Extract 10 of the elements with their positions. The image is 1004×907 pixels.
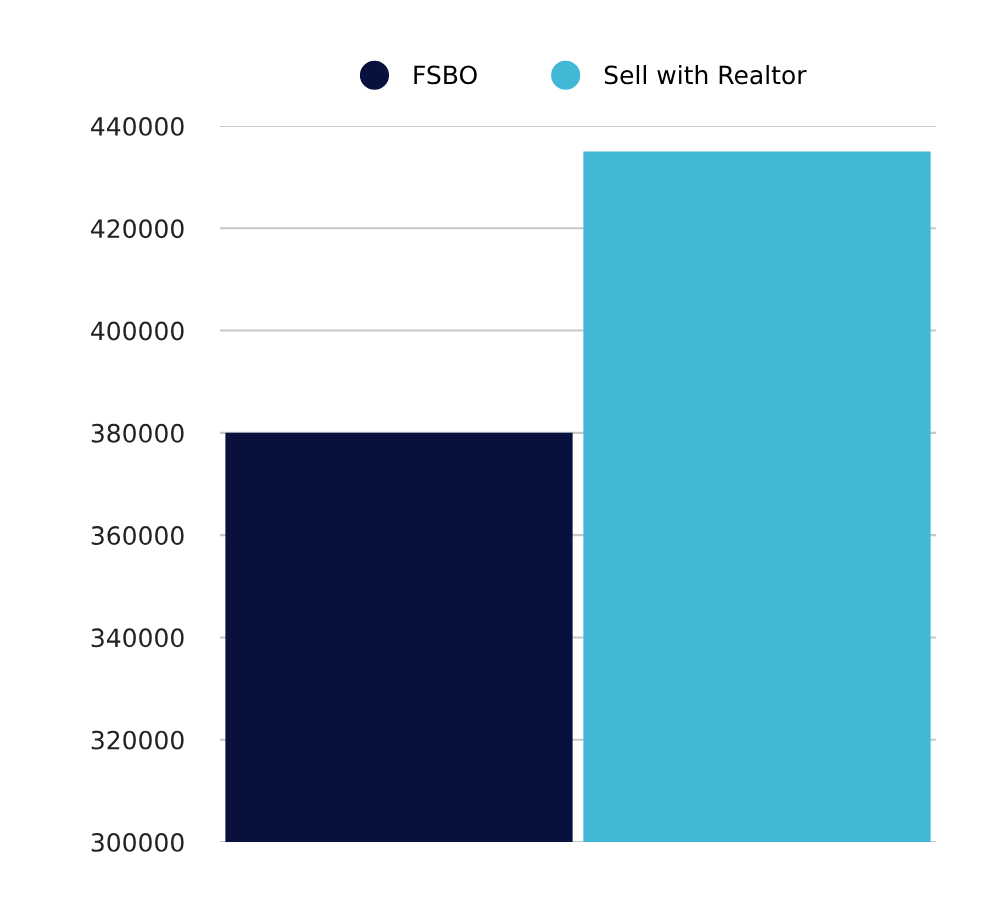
y-tick-label: 320000 [91, 730, 184, 750]
y-tick-label: 340000 [91, 628, 184, 648]
y-tick-label: 440000 [91, 116, 184, 136]
y-tick-label: 380000 [91, 423, 184, 443]
y-tick-label: 360000 [91, 526, 184, 545]
y-tick-label: 420000 [91, 219, 184, 239]
legend-label: Sell with Realtor [604, 64, 807, 85]
y-tick-label: 300000 [91, 832, 184, 852]
legend-label: FSBO [414, 65, 477, 85]
y-tick-label: 400000 [91, 321, 184, 341]
